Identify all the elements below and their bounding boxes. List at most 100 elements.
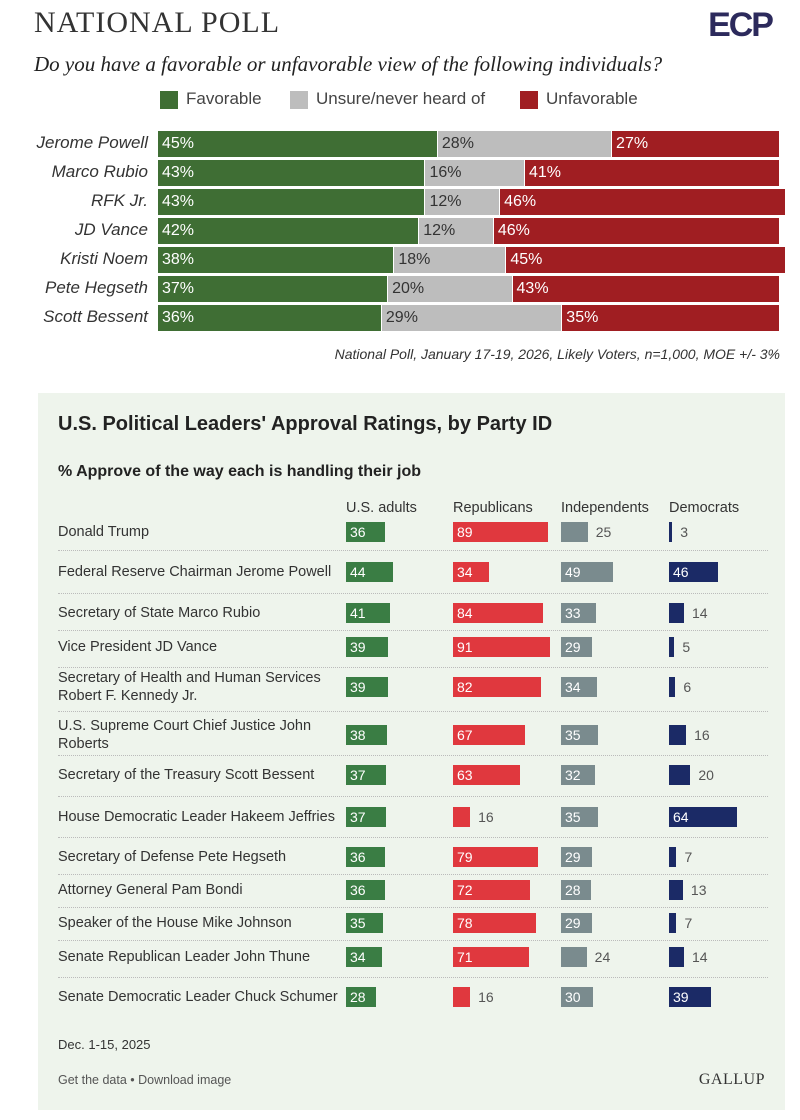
data-label: 89 — [457, 524, 473, 540]
bar — [669, 880, 683, 900]
data-label: 38% — [162, 251, 195, 268]
category-label: JD Vance — [74, 220, 148, 239]
bar-segment — [506, 247, 786, 273]
data-label: 72 — [457, 882, 473, 898]
data-label: 28 — [565, 882, 581, 898]
category-label: Marco Rubio — [51, 162, 148, 181]
bar — [453, 725, 525, 745]
category-label: Pete Hegseth — [44, 278, 148, 297]
category-label: Secretary of Health and Human Services R… — [58, 670, 321, 704]
data-label: 46% — [497, 222, 530, 239]
bar — [453, 677, 541, 697]
category-label: Secretary of Defense Pete Hegseth — [58, 849, 287, 865]
bar — [561, 603, 597, 623]
data-label: 7 — [684, 849, 693, 865]
bar — [346, 807, 386, 827]
data-label: 34 — [457, 564, 473, 580]
bar — [453, 562, 490, 582]
column-header: Independents — [561, 500, 649, 516]
data-label: 18% — [398, 251, 431, 268]
data-label: 63 — [457, 767, 473, 783]
chart-subtitle: Do you have a favorable or unfavorable v… — [34, 52, 663, 76]
data-label: 6 — [683, 679, 692, 695]
bar — [561, 562, 614, 582]
data-label: 37 — [350, 767, 366, 783]
bar — [346, 603, 390, 623]
data-label: 35 — [565, 727, 581, 743]
row-separator — [58, 755, 768, 756]
data-label: 43% — [162, 164, 195, 181]
legend-swatch — [520, 91, 538, 109]
bar — [346, 562, 394, 582]
bar — [669, 807, 738, 827]
data-label: 29 — [565, 915, 581, 931]
row-separator — [58, 550, 768, 551]
bar — [561, 880, 591, 900]
column-header: Republicans — [453, 500, 533, 516]
bar-segment — [500, 189, 786, 215]
data-label: 33 — [565, 605, 581, 621]
row-separator — [58, 667, 768, 668]
bar — [669, 677, 676, 697]
category-label: House Democratic Leader Hakeem Jeffries — [58, 809, 335, 825]
legend-swatch — [160, 91, 178, 109]
row-separator — [58, 873, 768, 875]
category-label: RFK Jr. — [91, 191, 148, 210]
bar-segment — [562, 305, 779, 331]
data-label: 91 — [457, 639, 473, 655]
bar-segment — [493, 218, 779, 244]
data-label: 44 — [350, 564, 366, 580]
category-label: Senate Democratic Leader Chuck Schumer — [58, 989, 338, 1005]
data-label: 36% — [162, 309, 195, 326]
category-label: Vice President JD Vance — [58, 639, 218, 655]
bar — [669, 847, 677, 867]
data-label: 41% — [528, 164, 561, 181]
data-label: 16 — [478, 989, 494, 1005]
data-label: 49 — [565, 564, 581, 580]
data-label: 25 — [595, 524, 612, 540]
footer-links[interactable]: Get the data • Download image — [58, 1073, 232, 1087]
bar — [669, 947, 684, 967]
brand-logo: GALLUP — [698, 1071, 765, 1088]
data-label: 20 — [698, 767, 714, 783]
bar — [453, 987, 471, 1007]
data-label: 35 — [565, 809, 581, 825]
data-label: 38 — [350, 727, 366, 743]
data-label: 46% — [504, 193, 537, 210]
data-label: 32 — [565, 767, 581, 783]
column-header: U.S. adults — [346, 500, 417, 516]
bar — [453, 637, 551, 657]
data-label: 27% — [616, 135, 649, 152]
bar — [561, 847, 593, 867]
bar-segment — [394, 247, 506, 273]
data-label: 43% — [162, 193, 195, 210]
bar — [669, 765, 691, 785]
bar — [346, 987, 376, 1007]
category-label: Donald Trump — [58, 524, 150, 540]
category-label: Scott Bessent — [43, 307, 148, 326]
data-label: 16 — [694, 727, 710, 743]
data-label: 64 — [673, 809, 689, 825]
bar — [453, 913, 537, 933]
chart-title: NATIONAL POLL — [34, 6, 281, 39]
bar-segment — [612, 131, 779, 157]
bar — [453, 807, 471, 827]
bar — [561, 947, 587, 967]
data-label: 45% — [162, 135, 195, 152]
bar — [669, 637, 675, 657]
legend-label: Unfavorable — [546, 89, 638, 108]
data-label: 79 — [457, 849, 473, 865]
data-label: 24 — [594, 949, 611, 965]
bar — [453, 522, 549, 542]
bar — [561, 913, 593, 933]
panel — [38, 393, 785, 1110]
chart-note: Dec. 1-15, 2025 — [58, 1037, 151, 1052]
chart-title: U.S. Political Leaders' Approval Ratings… — [58, 413, 553, 435]
data-label: 39 — [673, 989, 689, 1005]
brand-logo: ECP — [708, 6, 774, 44]
bar-segment — [158, 218, 419, 244]
data-label: 82 — [457, 679, 473, 695]
data-label: 36 — [350, 849, 366, 865]
bar-segment — [158, 276, 388, 302]
